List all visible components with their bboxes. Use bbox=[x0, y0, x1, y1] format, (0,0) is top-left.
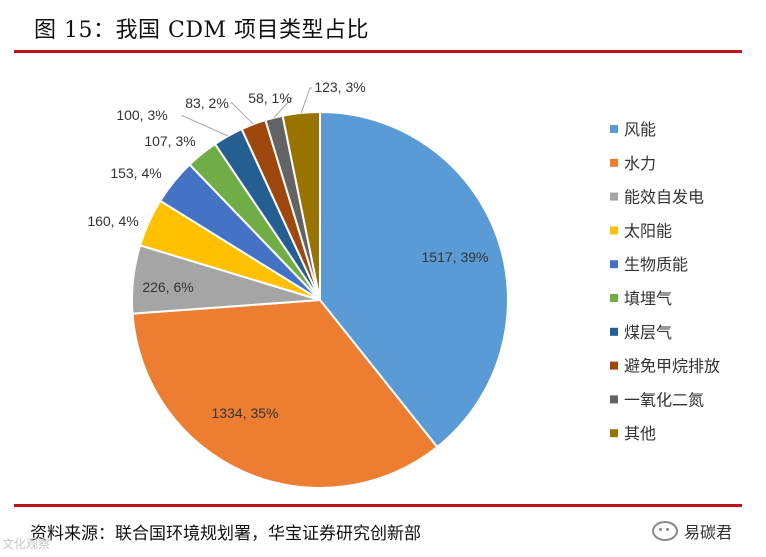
watermark-left: 文化观察 bbox=[2, 537, 51, 551]
legend-label-3: 能效自发电 bbox=[624, 188, 704, 207]
leader-line-10 bbox=[300, 87, 312, 114]
top-rule bbox=[14, 50, 742, 53]
data-label-3: 226, 6% bbox=[142, 279, 193, 295]
pie-slice-1 bbox=[319, 110, 509, 449]
legend-label-5: 生物质能 bbox=[624, 255, 688, 274]
legend-label-7: 煤层气 bbox=[624, 323, 672, 342]
legend-swatch-3 bbox=[610, 192, 618, 201]
leader-lines bbox=[181, 87, 312, 137]
legend-swatch-4 bbox=[610, 226, 618, 235]
leader-line-9 bbox=[273, 97, 294, 119]
pie-slice-10 bbox=[281, 110, 321, 301]
wechat-icon bbox=[652, 521, 678, 541]
legend-label-2: 水力 bbox=[624, 154, 656, 173]
pie-slices bbox=[131, 110, 509, 489]
legend-swatch-10 bbox=[610, 429, 618, 438]
watermark-right: 易碳君 bbox=[652, 519, 732, 543]
data-label-7: 100, 3% bbox=[116, 107, 167, 123]
legend-swatch-7 bbox=[610, 327, 618, 336]
legend-swatch-6 bbox=[610, 294, 618, 302]
legend-label-4: 太阳能 bbox=[624, 221, 672, 240]
leader-line-8 bbox=[230, 102, 254, 125]
source-note: 资料来源：联合国环境规划署，华宝证券研究创新部 bbox=[30, 524, 421, 544]
legend-swatch-2 bbox=[610, 158, 618, 167]
data-label-1: 1517, 39% bbox=[422, 249, 489, 265]
watermark-right-text: 易碳君 bbox=[684, 523, 733, 542]
legend-label-1: 风能 bbox=[624, 120, 656, 139]
data-label-9: 58, 1% bbox=[248, 90, 292, 106]
legend-swatch-9 bbox=[610, 395, 618, 404]
legend-swatch-8 bbox=[610, 361, 618, 370]
legend-swatch-1 bbox=[610, 125, 618, 133]
data-label-5: 153, 4% bbox=[110, 165, 161, 181]
legend-swatch-5 bbox=[610, 260, 618, 269]
data-label-8: 83, 2% bbox=[185, 95, 229, 111]
bottom-rule bbox=[14, 504, 742, 507]
data-label-2: 1334, 35% bbox=[212, 405, 279, 421]
leader-line-7 bbox=[181, 115, 229, 137]
data-label-4: 160, 4% bbox=[87, 213, 138, 229]
data-labels: 1517, 39% 1334, 35% 226, 6% 160, 4% 153, 4% 1… bbox=[87, 79, 488, 421]
data-label-10: 123, 3% bbox=[314, 79, 365, 95]
pie-slice-2 bbox=[131, 298, 439, 489]
legend-label-9: 一氧化二氮 bbox=[624, 390, 704, 409]
figure-title: 图 15：我国 CDM 项目类型占比 bbox=[34, 18, 369, 43]
legend-label-6: 填埋气 bbox=[624, 289, 672, 308]
data-label-6: 107, 3% bbox=[144, 133, 195, 149]
legend-label-10: 其他 bbox=[624, 424, 656, 443]
legend-label-8: 避免甲烷排放 bbox=[624, 357, 720, 376]
